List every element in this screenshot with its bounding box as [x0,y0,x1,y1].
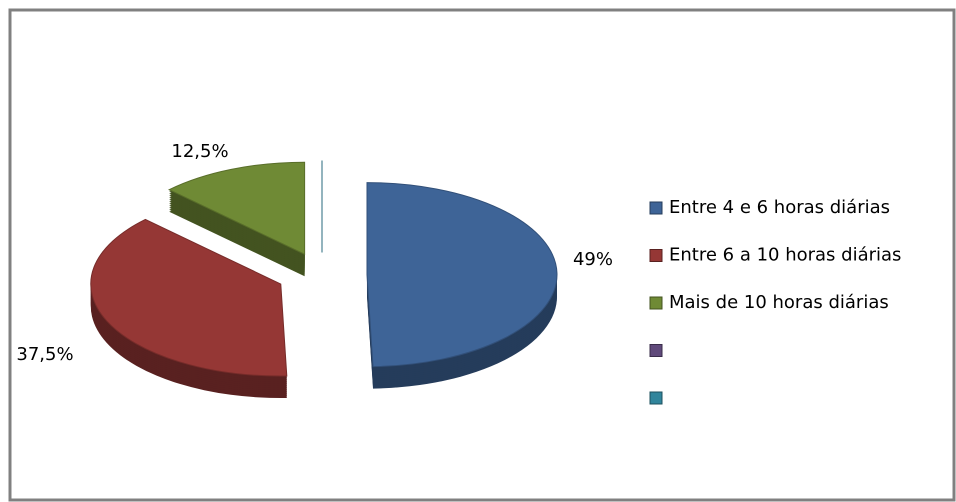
legend-marker [649,249,663,262]
legend-marker [649,344,663,357]
legend-marker [649,391,663,405]
slice [366,182,558,368]
data-label: 12,5% [171,141,228,162]
legend-label: Mais de 10 horas diárias [669,292,889,313]
slice [90,218,288,377]
data-label: 37,5% [16,344,73,365]
legend-marker [649,201,663,215]
legend-label: Entre 4 e 6 horas diárias [669,197,890,218]
legend-label: Entre 6 a 10 horas diárias [669,245,901,266]
legend-marker [649,296,663,310]
slice [168,161,306,256]
data-label: 49% [573,249,613,270]
